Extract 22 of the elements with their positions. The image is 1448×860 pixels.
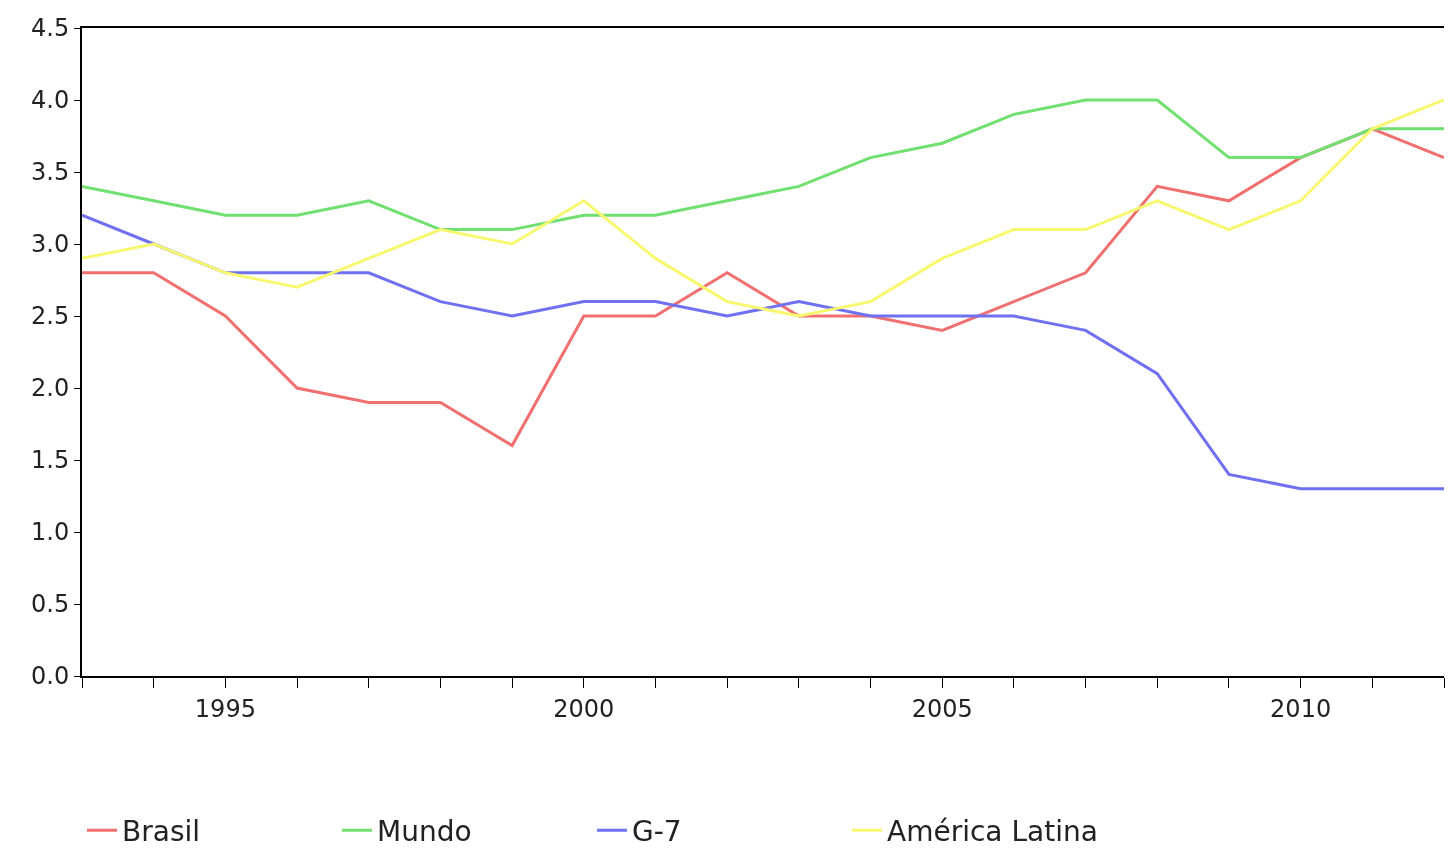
x-tick-label: 2005 xyxy=(911,694,973,723)
y-tick-label: 1.0 xyxy=(31,518,70,547)
line-series xyxy=(82,98,1444,232)
legend-label: Brasil xyxy=(122,815,201,849)
y-tick-label: 0.0 xyxy=(31,662,70,691)
line-series xyxy=(82,213,1444,491)
legend-label: Mundo xyxy=(377,815,472,849)
y-tick-label: 1.5 xyxy=(31,446,70,475)
y-tick-label: 2.5 xyxy=(31,302,70,331)
line-series xyxy=(82,98,1444,318)
y-tick-label: 3.0 xyxy=(31,230,70,259)
legend-label: América Latina xyxy=(887,815,1098,849)
y-tick-label: 2.0 xyxy=(31,374,70,403)
x-tick-label: 2000 xyxy=(553,694,615,723)
line-series xyxy=(82,127,1444,448)
y-tick-label: 4.5 xyxy=(31,14,70,43)
x-tick-label: 2010 xyxy=(1270,694,1332,723)
legend-label: G-7 xyxy=(632,815,682,849)
x-tick-label: 1995 xyxy=(194,694,256,723)
y-tick-label: 3.5 xyxy=(31,158,70,187)
y-tick-label: 4.0 xyxy=(31,86,70,115)
y-tick-label: 0.5 xyxy=(31,590,70,619)
